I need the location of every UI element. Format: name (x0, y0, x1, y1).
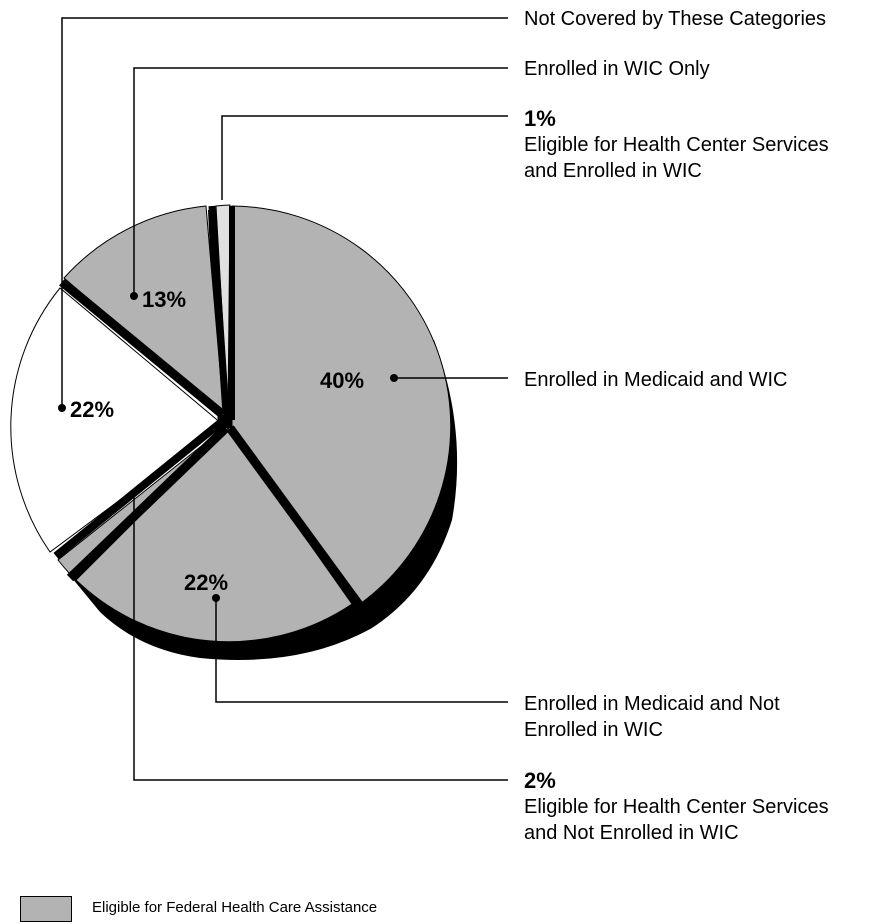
label-medicaid-and-wic: Enrolled in Medicaid and WIC (524, 369, 787, 391)
pie-slices (10, 204, 452, 643)
pct-label-medicaid-not-wic: 22% (184, 570, 228, 595)
pct-label-not-covered: 22% (70, 397, 114, 422)
leader-lines (61, 17, 508, 781)
slice-health-center-and-wic (215, 204, 231, 417)
leader-not-covered (61, 17, 508, 408)
legend-label: Eligible for Federal Health Care Assista… (92, 899, 378, 916)
leader-hc-not-wic (133, 496, 508, 781)
slice-separators (53, 205, 364, 609)
label-wic-only: Enrolled in WIC Only (524, 58, 710, 80)
leader-hc-and-wic (221, 115, 508, 200)
label-not-covered: Not Covered by These Categories (524, 8, 826, 30)
slice-medicaid-and-wic (231, 205, 452, 605)
leader-wic-only (133, 67, 508, 296)
slice-not-covered (10, 287, 223, 553)
pct-label-hc-and-wic: 1% (524, 106, 556, 131)
leader-medicaid-not-wic (215, 598, 508, 703)
label-hc-not-wic: Eligible for Health Center Services and … (524, 796, 834, 844)
slice-medicaid-not-wic (75, 427, 353, 643)
label-hc-and-wic: Eligible for Health Center Services and … (524, 134, 834, 182)
slice-wic-only (63, 205, 225, 418)
pct-label-hc-not-wic: 2% (524, 768, 556, 793)
pct-label-wic-only: 13% (142, 287, 186, 312)
legend-swatch (20, 896, 72, 922)
pct-label-medicaid-and-wic: 40% (320, 368, 364, 393)
label-medicaid-not-wic: Enrolled in Medicaid and Not Enrolled in… (524, 693, 785, 741)
leader-dots (58, 292, 398, 602)
